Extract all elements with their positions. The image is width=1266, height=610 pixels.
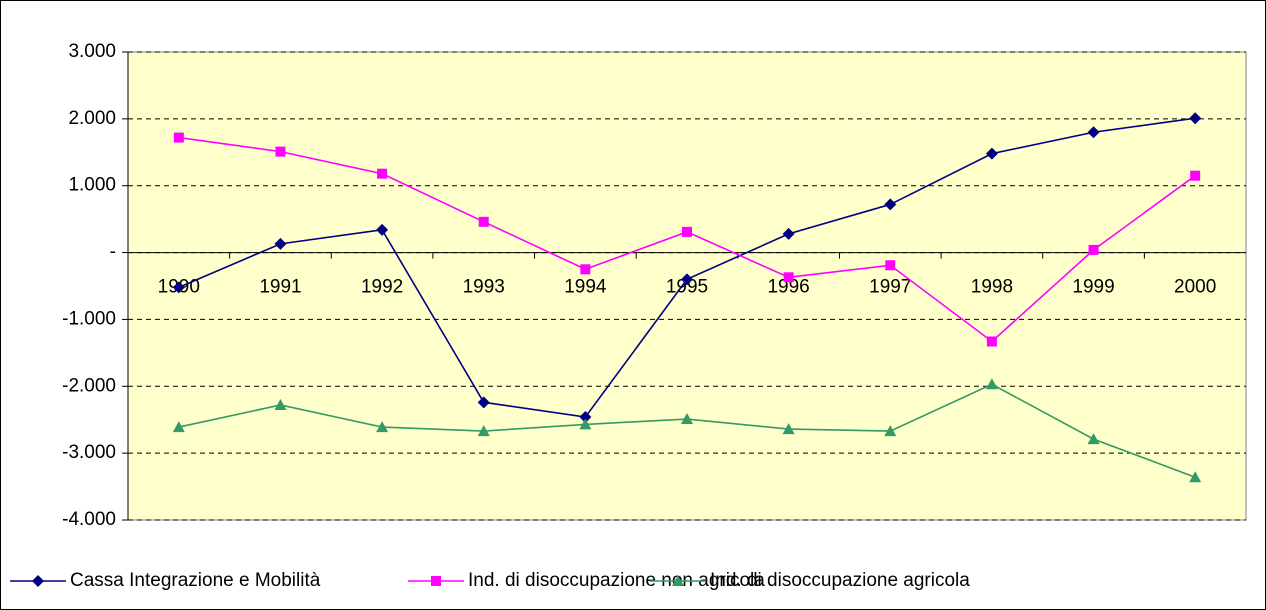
data-point [1087,126,1100,139]
x-tick-label: 1992 [361,277,403,298]
data-point [580,264,591,275]
data-point [782,227,795,240]
data-point [173,132,184,143]
x-tick-label: 1996 [767,277,809,298]
y-tick-label: -4.000 [62,509,116,530]
data-point [377,168,388,179]
legend-marker [672,575,684,586]
x-tick-label: 1998 [971,277,1013,298]
data-point [477,396,490,409]
data-point [682,226,692,237]
data-point [478,216,489,227]
data-point [681,273,693,286]
legend-label: Cassa Integrazione e Mobilità [70,570,321,591]
y-tick-label: -1.000 [62,308,116,329]
x-tick-label: 1993 [463,277,505,298]
data-point [1189,112,1202,125]
data-point [985,378,998,390]
y-tick-label: 3.000 [68,41,116,62]
y-tick-label: - [110,242,116,263]
y-tick-label: 2.000 [68,108,116,129]
data-point [172,421,185,433]
data-point [275,146,286,157]
plot-area [127,51,1247,521]
data-point [274,399,287,411]
legend-marker [431,576,441,586]
x-tick-label: 1994 [564,277,607,298]
y-tick-label: 1.000 [68,175,116,196]
data-point [274,237,287,250]
legend-label: Ind. di disoccupazione non agricola [468,570,765,591]
data-point [985,147,998,160]
data-point [986,336,997,347]
legend-marker [32,575,44,587]
data-point [681,413,693,425]
data-point [1189,471,1202,483]
y-tick-label: -3.000 [62,442,116,463]
data-point [885,260,896,271]
data-point [579,418,592,430]
data-point [376,421,389,433]
data-point [782,423,795,435]
x-tick-label: 1997 [869,277,911,298]
legend-label: Ind. di disoccupazione agricola [710,570,970,591]
y-tick-label: -2.000 [62,375,116,396]
data-point [783,272,794,283]
data-point [1190,170,1201,181]
data-point [477,425,490,437]
data-point [884,425,897,437]
data-point [376,223,389,236]
data-point [884,198,897,211]
x-tick-label: 2000 [1174,277,1216,298]
x-tick-label: 1991 [259,277,301,298]
data-point [579,411,592,424]
x-tick-label: 1999 [1072,277,1114,298]
data-point [172,281,185,294]
data-point [1088,244,1099,255]
data-point [1087,433,1100,445]
